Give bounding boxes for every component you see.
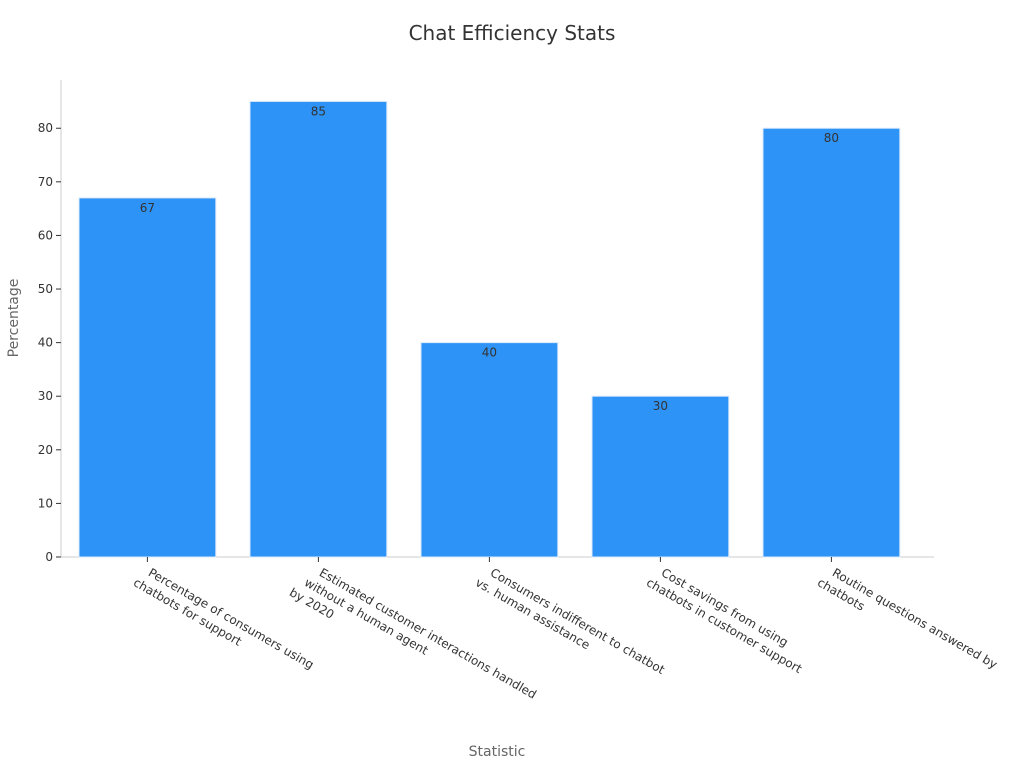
y-ticks: 0 10 20 30 40 50 60 70 80 [38, 121, 61, 564]
x-tick-label-line: chatbots in customer support [644, 575, 805, 676]
y-tick-label: 20 [38, 443, 53, 457]
y-tick-label: 50 [38, 282, 53, 296]
y-tick-label: 30 [38, 389, 53, 403]
bars [78, 100, 901, 558]
x-tick-label: Percentage of consumers usingchatbots fo… [131, 561, 316, 685]
x-tick-label-line: Cost savings from using [659, 565, 791, 649]
data-labels: 67 85 40 30 80 [140, 104, 839, 413]
bar[interactable] [420, 342, 559, 558]
bar-value-label: 40 [482, 346, 497, 360]
x-tick-label-line: Routine questions answered by [830, 565, 1000, 671]
x-tick-label: Cost savings from usingchatbots in custo… [644, 561, 813, 676]
y-axis-label: Percentage [6, 279, 22, 358]
x-ticks: Percentage of consumers usingchatbots fo… [131, 557, 1000, 702]
bar-value-label: 67 [140, 201, 155, 215]
bar[interactable] [591, 395, 730, 558]
bar[interactable] [249, 100, 388, 558]
bar[interactable] [762, 127, 901, 558]
bar[interactable] [78, 197, 217, 558]
bar-value-label: 85 [311, 104, 326, 118]
bar-value-label: 80 [824, 131, 839, 145]
x-tick-label: Routine questions answered bychatbots [815, 561, 1000, 685]
y-tick-label: 0 [45, 550, 53, 564]
y-tick-label: 60 [38, 228, 53, 242]
x-axis-label: Statistic [469, 744, 526, 760]
y-tick-label: 70 [38, 175, 53, 189]
x-tick-label-line: Percentage of consumers using [146, 565, 316, 671]
chart-title: Chat Efficiency Stats [409, 21, 616, 45]
x-tick-label-line: Consumers indifferent to chatbot [488, 565, 667, 677]
y-tick-label: 10 [38, 496, 53, 510]
bar-value-label: 30 [653, 399, 668, 413]
y-tick-label: 80 [38, 121, 53, 135]
y-tick-label: 40 [38, 336, 53, 350]
